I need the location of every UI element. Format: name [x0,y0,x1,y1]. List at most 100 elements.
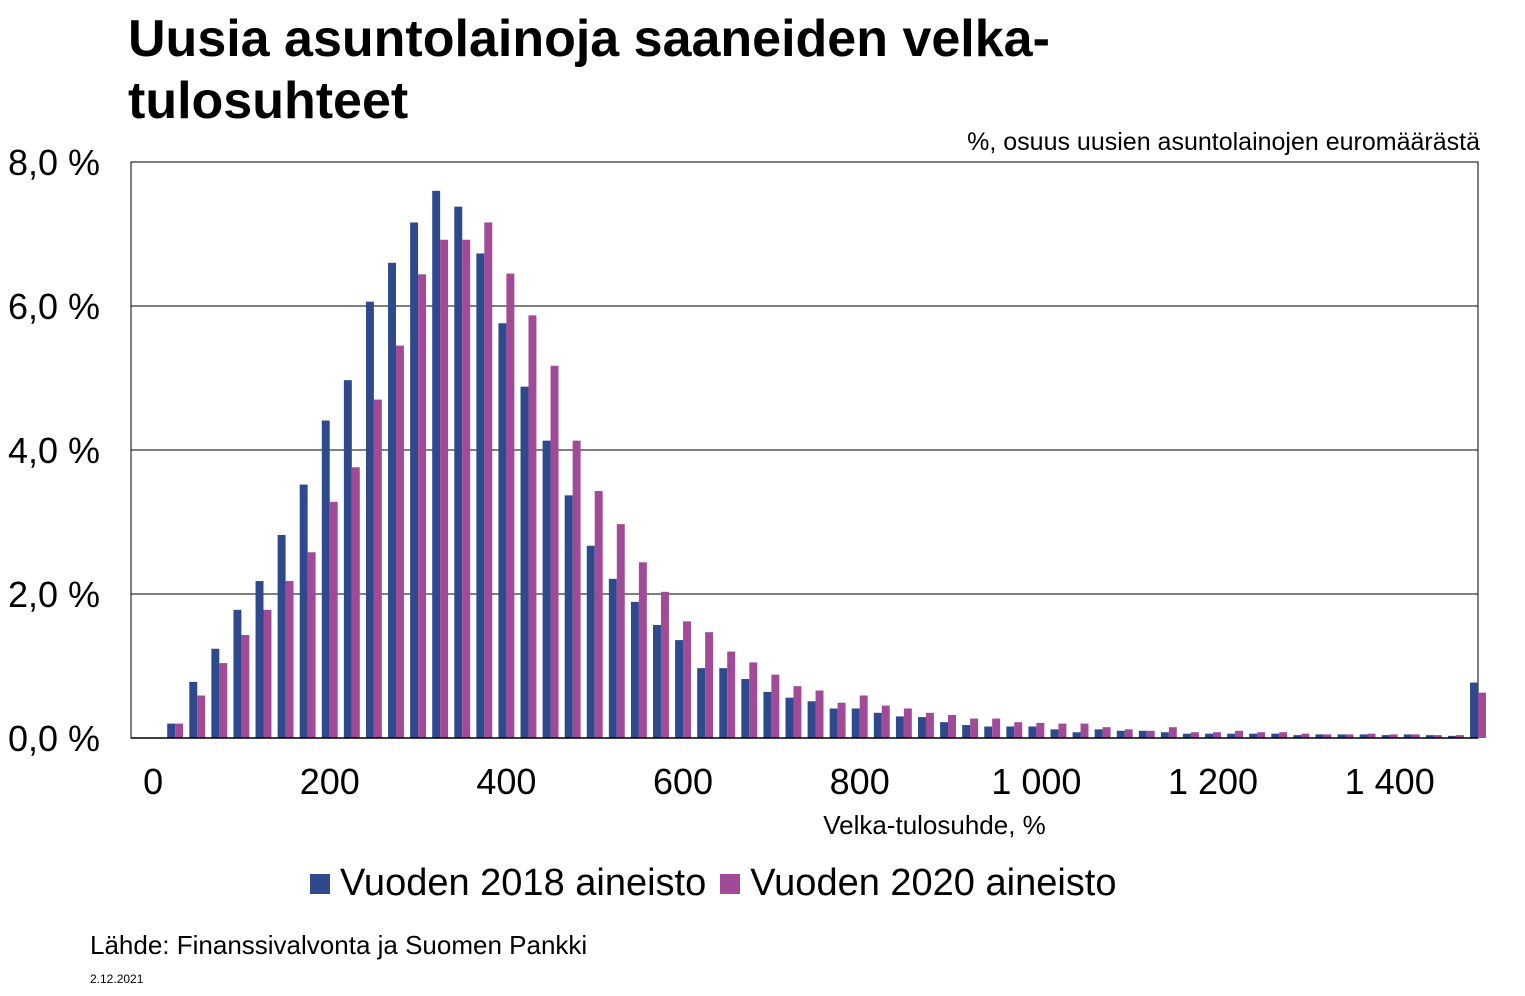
bar-2020 [970,718,979,738]
bar-2018 [476,253,485,738]
bar-2020 [440,239,449,738]
bar-2020 [550,365,559,738]
bar-2020 [594,491,603,738]
bar-2018 [763,691,772,738]
bar-2018 [1094,729,1103,738]
bar-2018 [1470,682,1478,738]
bar-2018 [1072,732,1081,738]
bar-2020 [1058,723,1067,738]
bar-2020 [1168,727,1177,738]
bar-2018 [1403,734,1412,738]
bar-2018 [388,262,396,738]
x-tick-label: 1 400 [1345,761,1435,802]
bar-2020 [1213,732,1221,738]
bar-2020 [881,705,890,738]
bar-2018 [189,681,198,738]
bar-2018 [719,668,728,738]
bar-2018 [1381,735,1390,738]
bar-2018 [630,601,639,738]
bar-2020 [859,695,868,738]
chart-legend: Vuoden 2018 aineisto Vuoden 2020 aineist… [310,862,1130,905]
bar-2018 [343,380,352,738]
bar-2018 [255,581,264,738]
bar-2018 [918,717,926,738]
bar-2020 [307,552,316,738]
x-axis-label: Velka-tulosuhde, % [823,810,1046,840]
bar-2018 [498,323,507,738]
bar-2020 [1146,730,1155,738]
y-tick-label: 6,0 % [8,286,100,327]
bar-2018 [807,701,816,738]
bar-2018 [741,678,750,738]
bar-2020 [1190,732,1199,738]
chart-title: Uusia asuntolainoja saaneiden velka- tul… [128,8,1228,132]
x-tick-label: 200 [300,761,360,802]
y-tick-label: 4,0 % [8,430,100,471]
bar-2020 [727,651,736,738]
bar-2020 [815,690,824,738]
bar-2020 [1257,732,1266,738]
bar-2018 [454,206,463,738]
bar-2018 [167,723,176,738]
bar-2020 [660,591,669,738]
legend-swatch-2020 [720,873,741,894]
bar-2018 [962,725,971,738]
bar-2018 [1271,733,1280,738]
bar-2020 [175,723,184,738]
bar-2018 [1315,734,1324,738]
bar-2018 [1337,734,1346,738]
bar-2020 [373,399,382,738]
x-tick-label: 400 [476,761,536,802]
bar-2018 [365,301,374,738]
bar-2018 [542,440,551,738]
bar-2018 [211,648,220,738]
bar-2018 [984,726,993,738]
chart-title-line-2: tulosuhteet [128,72,409,130]
x-tick-label: 1 200 [1168,761,1258,802]
bar-2018 [564,495,573,738]
bar-2020 [992,718,1001,738]
bar-2020 [329,501,338,738]
bar-2020 [506,273,515,738]
bar-2020 [1036,722,1045,738]
x-tick-label: 1 000 [991,761,1081,802]
bar-2020 [616,524,625,738]
bar-2020 [197,695,206,738]
bar-2018 [1050,729,1059,738]
bar-2018 [321,420,330,738]
bar-2020 [1235,730,1244,738]
bar-2018 [1138,730,1147,738]
bar-2018 [277,534,286,738]
bar-2018 [829,708,838,738]
bar-2018 [1359,734,1368,738]
bar-2020 [705,632,714,738]
bar-2018 [940,722,949,738]
bar-2018 [1160,732,1169,738]
bar-2018 [873,712,882,738]
bar-2020 [351,467,360,738]
bar-2018 [410,222,419,739]
bar-2018 [653,624,661,738]
bar-2020 [1367,733,1376,738]
bar-2018 [1116,730,1125,738]
bar-2020 [1102,727,1111,738]
bar-2020 [793,686,802,738]
bar-2020 [1279,732,1288,738]
legend-label-2020: Vuoden 2020 aineisto [750,862,1117,904]
bar-2020 [1433,735,1442,738]
publish-date: 2.12.2021 [90,972,144,986]
bar-2020 [395,345,404,738]
x-tick-label: 0 [143,761,163,802]
chart-subtitle: %, osuus uusien asuntolainojen euromäärä… [967,128,1480,156]
bar-2020 [1323,734,1332,738]
bar-2020 [241,635,250,738]
bar-2020 [771,674,780,738]
bar-2018 [1227,733,1236,738]
bar-2018 [1447,735,1456,738]
legend-item-2020: Vuoden 2020 aineisto [720,862,1116,905]
bar-2020 [1345,734,1354,738]
bar-2018 [1293,735,1302,738]
legend-swatch-2018 [310,873,330,894]
bar-2018 [299,484,308,738]
y-tick-label: 2,0 % [8,574,100,615]
